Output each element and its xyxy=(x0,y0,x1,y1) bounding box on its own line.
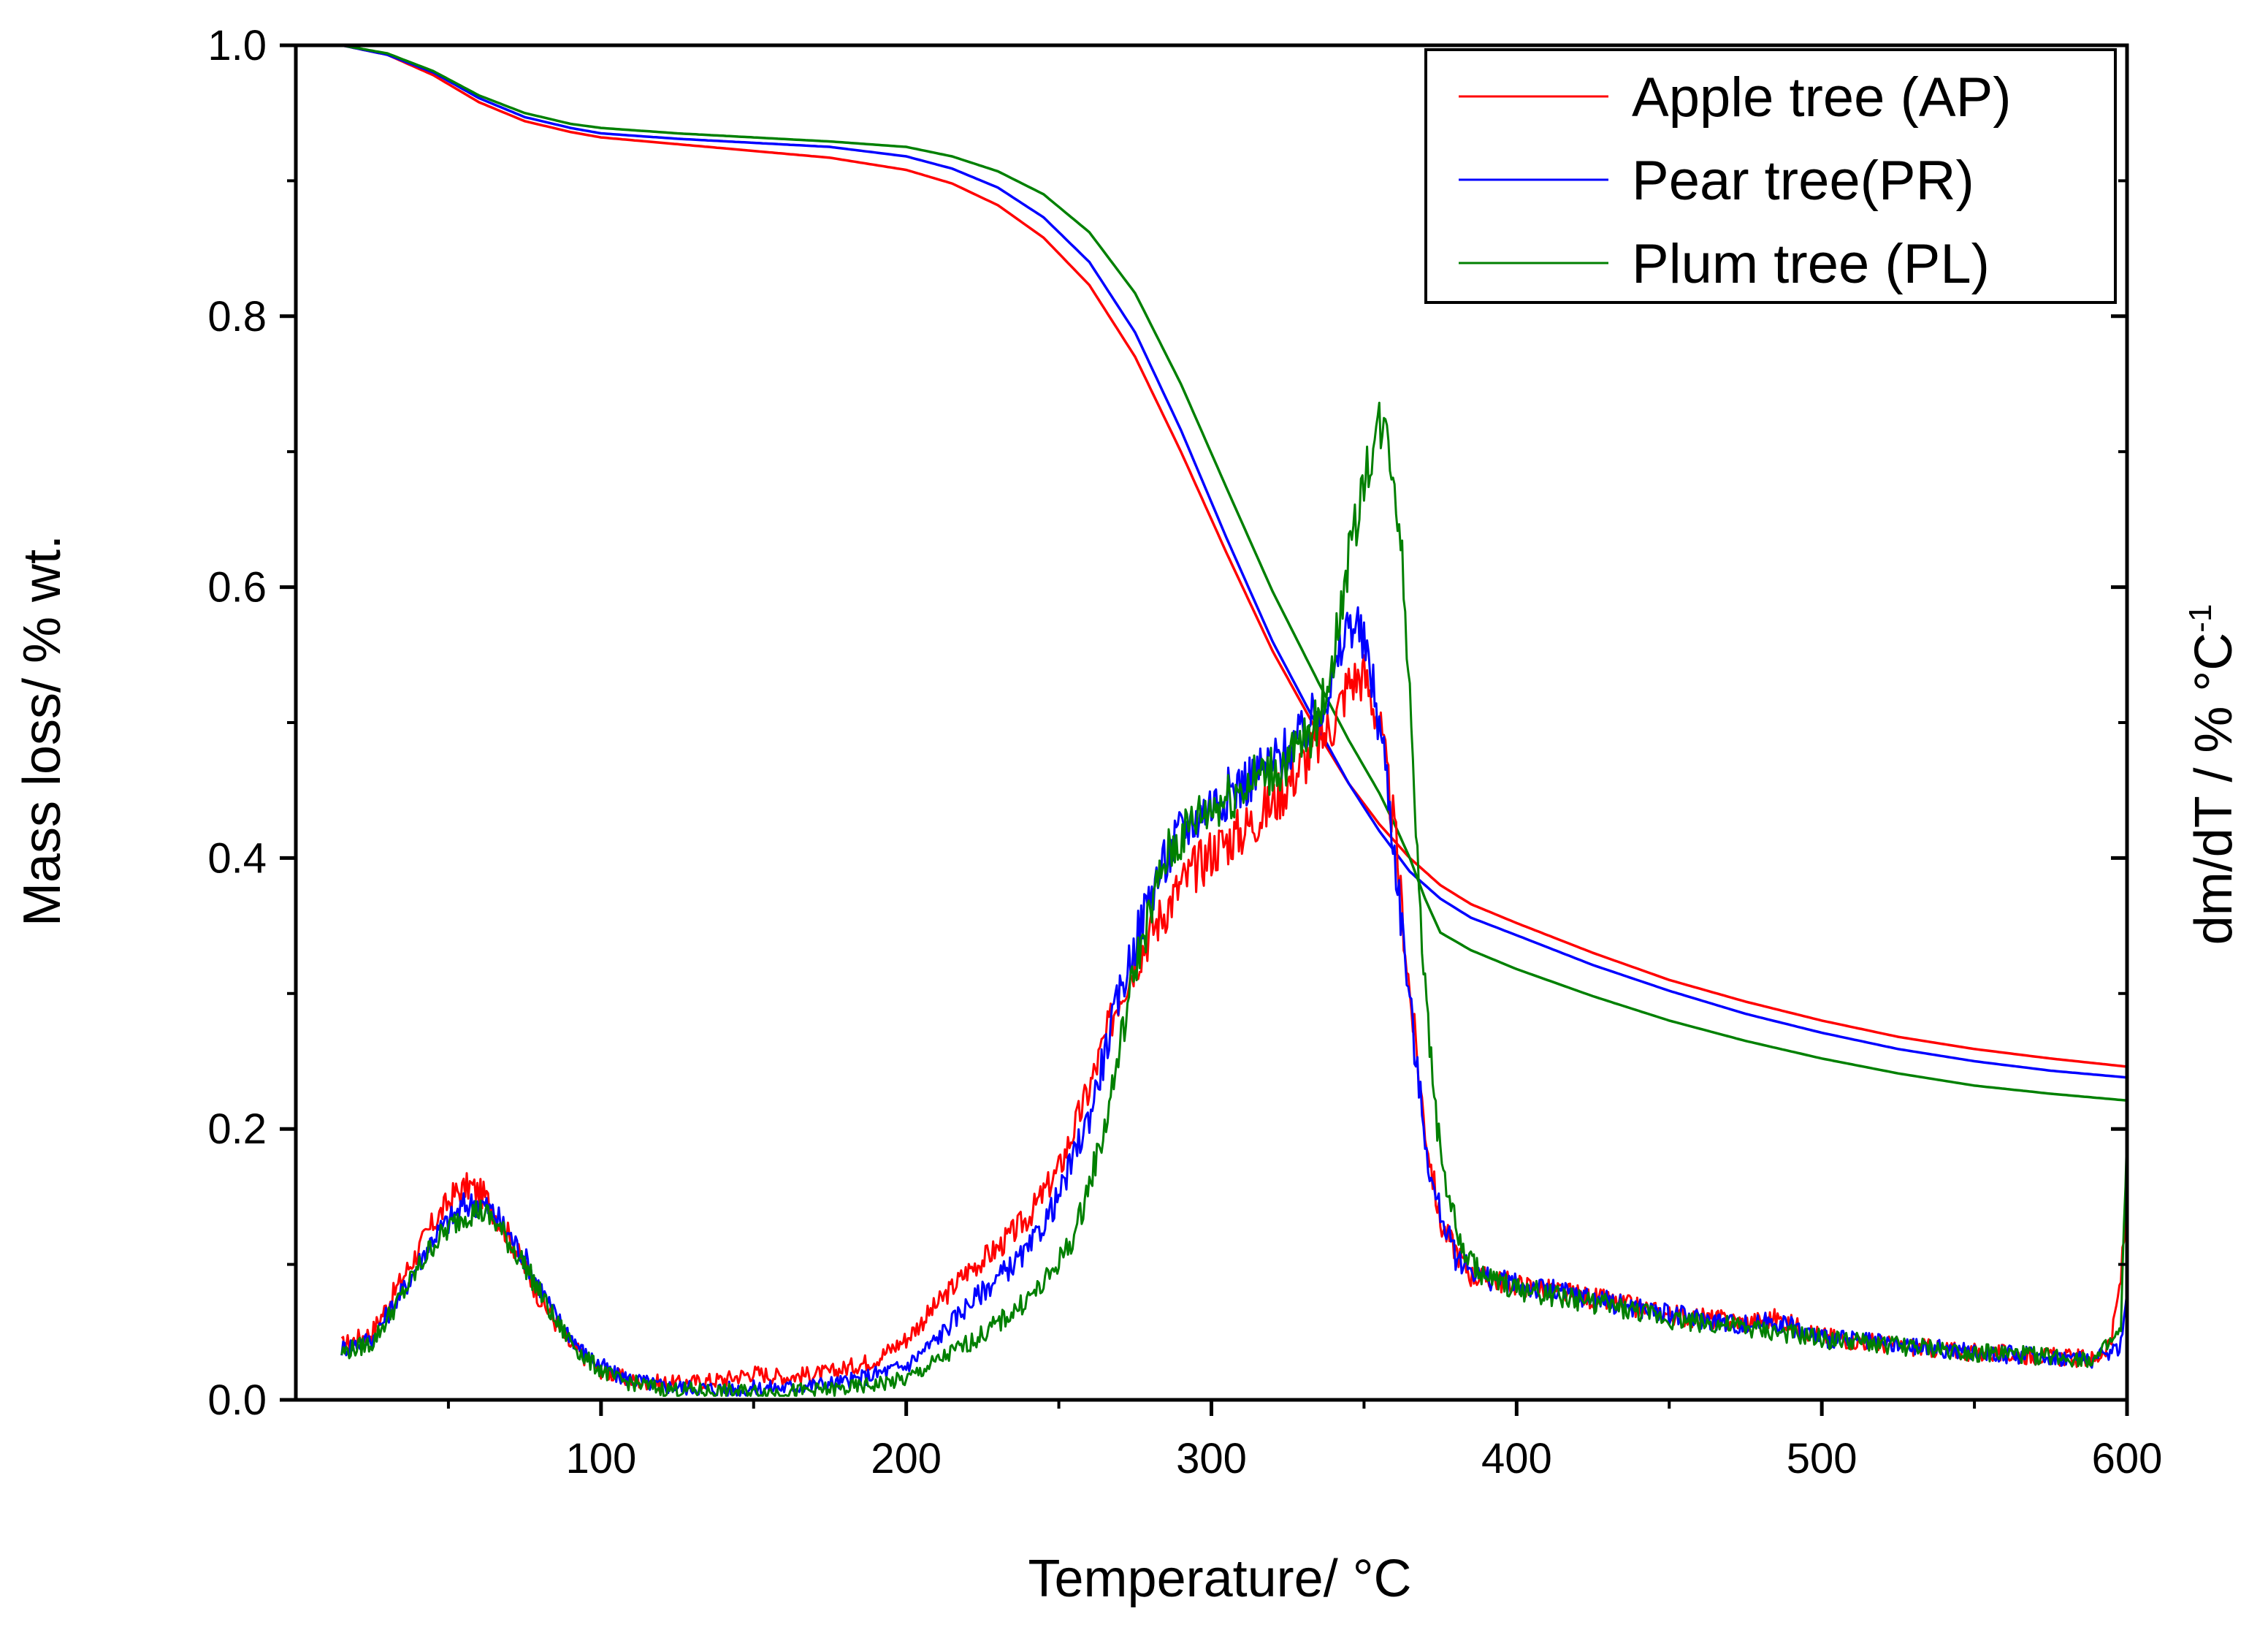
legend-label-apple: Apple tree (AP) xyxy=(1632,66,2012,129)
y-tick-label: 0.2 xyxy=(207,1105,267,1153)
x-tick-label: 500 xyxy=(1787,1435,1857,1482)
y-tick-label: 0.8 xyxy=(207,293,267,340)
y-tick-label: 1.0 xyxy=(207,22,267,69)
derivative-line-plum xyxy=(340,401,2128,1397)
x-tick-label: 600 xyxy=(2092,1435,2163,1482)
derivative-line-pear xyxy=(340,606,2128,1397)
mass-line-plum xyxy=(341,44,2128,1102)
legend-label-pear: Pear tree(PR) xyxy=(1632,150,1974,212)
x-tick-label: 400 xyxy=(1481,1435,1552,1482)
y-axis-title-right-superscript: -1 xyxy=(2183,604,2218,633)
legend: Apple tree (AP) Pear tree(PR) Plum tree … xyxy=(1424,48,2117,304)
x-tick-label: 100 xyxy=(565,1435,636,1482)
y-tick-label: 0.4 xyxy=(207,834,267,882)
mass-line-apple xyxy=(341,44,2128,1068)
x-axis-title: Temperature/ °C xyxy=(1028,1550,1412,1608)
x-tick-label: 200 xyxy=(871,1435,942,1482)
mass-line-pear xyxy=(341,44,2128,1079)
y-tick-label: 0.6 xyxy=(207,564,267,612)
y-axis-title-left: Mass loss/ % wt. xyxy=(13,535,72,926)
y-axis-title-right-main: dm/dT / % °C xyxy=(2185,633,2243,945)
legend-box xyxy=(1424,48,2117,304)
tick-layer: 100 200 300 400 500 600 0.0 0.2 0.4 0.6 0.8 1.0 xyxy=(207,22,2162,1482)
x-tick-label: 300 xyxy=(1176,1435,1247,1482)
derivative-line-apple xyxy=(340,654,2128,1392)
y-tick-label: 0.0 xyxy=(207,1376,267,1424)
y-axis-title-right: dm/dT / % °C-1 xyxy=(2183,604,2243,945)
legend-label-plum: Plum tree (PL) xyxy=(1632,233,1990,295)
series-layer xyxy=(340,44,2128,1397)
